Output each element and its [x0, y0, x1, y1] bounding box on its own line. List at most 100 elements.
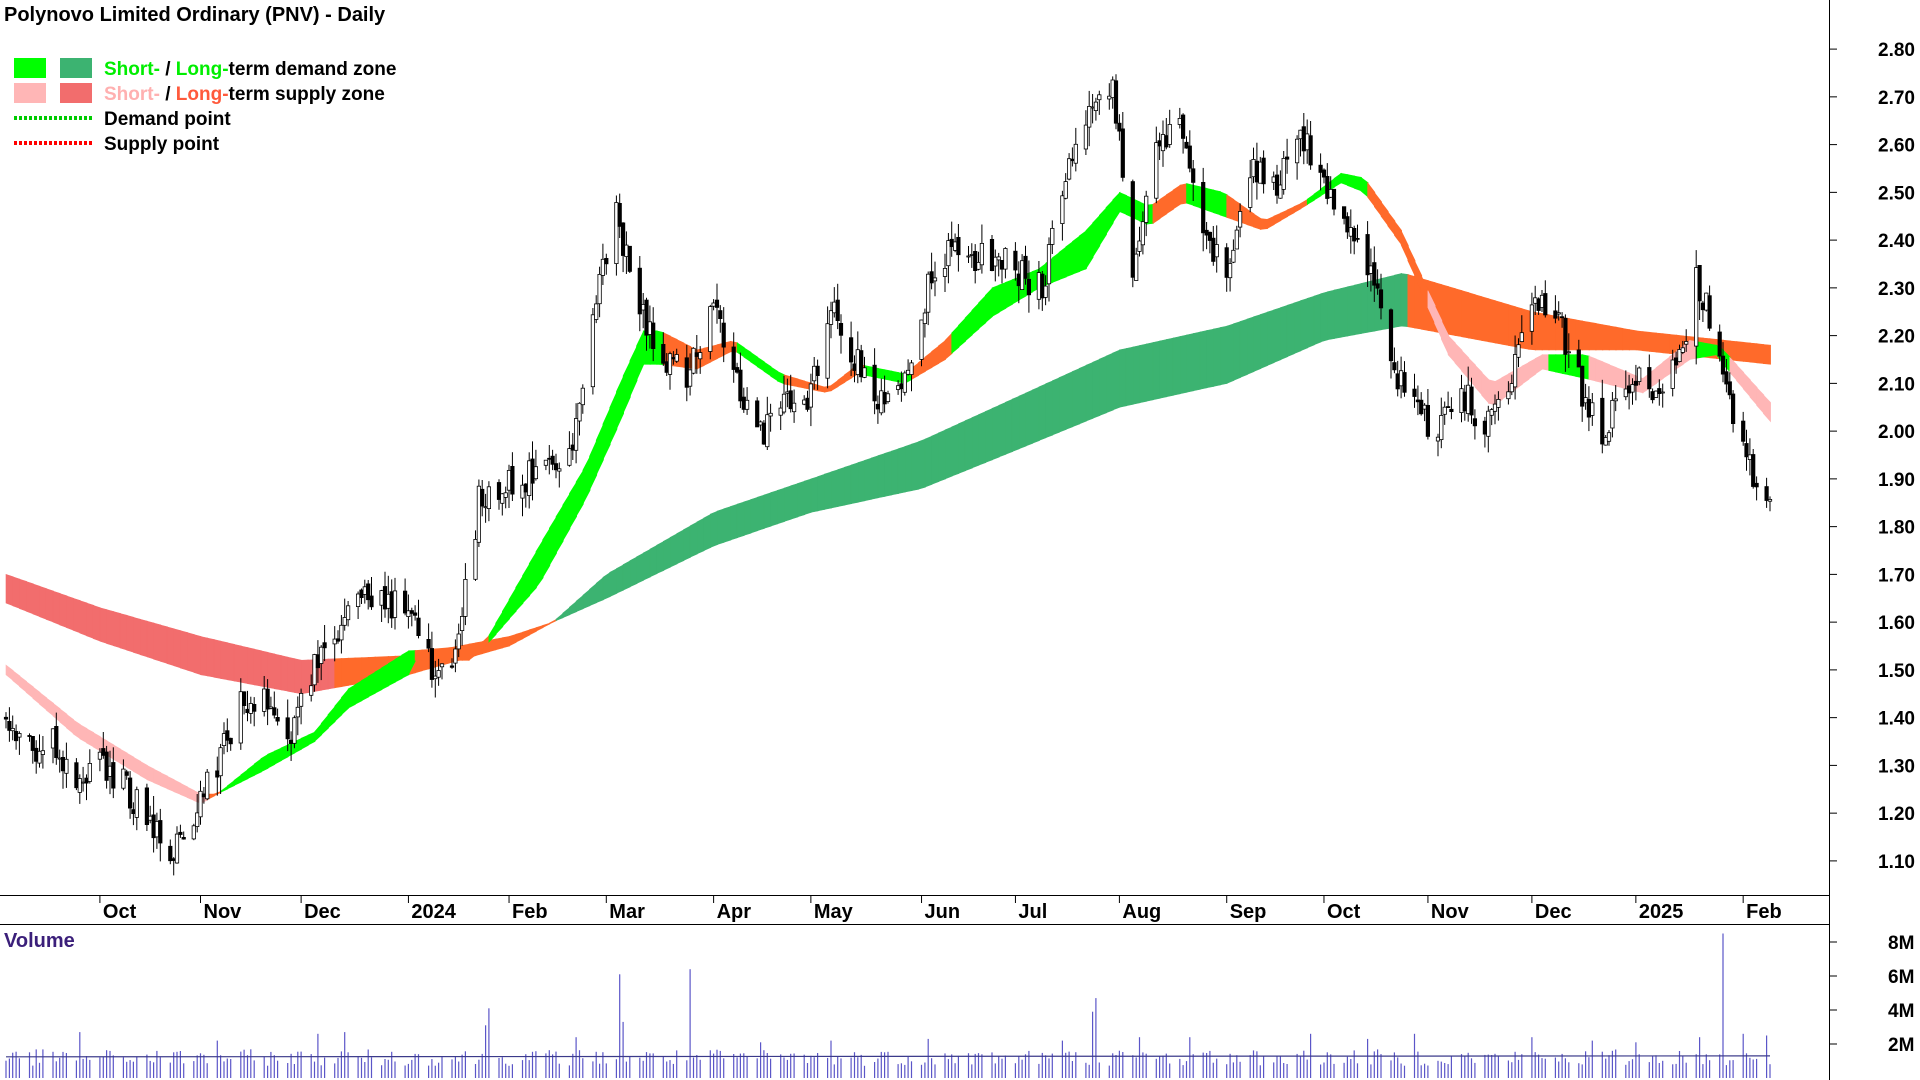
candle-down: [496, 482, 502, 500]
candle-down: [275, 717, 280, 722]
long-term-zone-segment: [1742, 341, 1751, 363]
short-term-zone-segment: [676, 339, 685, 368]
candle-down: [60, 757, 66, 772]
short-term-zone-segment: [59, 708, 68, 729]
long-term-zone-segment: [220, 640, 229, 681]
candle-down: [1469, 386, 1474, 416]
candle-down: [127, 777, 133, 809]
long-term-zone-segment: [1541, 313, 1550, 351]
long-term-zone-segment: [92, 604, 101, 642]
long-term-zone-segment: [1467, 292, 1476, 340]
candle-up: [1234, 229, 1239, 250]
short-term-zone-segment: [549, 515, 557, 567]
long-term-zone-segment: [1038, 383, 1047, 441]
short-term-zone-segment: [39, 691, 48, 711]
long-term-zone-segment: [998, 401, 1007, 458]
long-term-zone-segment: [790, 483, 799, 520]
candle-up: [1020, 260, 1025, 291]
candle-up: [81, 781, 86, 784]
long-term-zone-segment: [146, 620, 155, 660]
candle-up: [781, 393, 787, 413]
long-term-zone-segment: [1320, 291, 1329, 343]
candle-down: [1754, 482, 1759, 488]
candle-down: [1375, 283, 1380, 289]
candle-up: [745, 399, 750, 410]
candle-down: [1318, 164, 1323, 173]
short-term-zone-segment: [274, 747, 282, 765]
candle-down: [322, 642, 327, 649]
long-term-zone-segment: [1447, 286, 1456, 336]
short-term-zone-segment: [153, 768, 162, 787]
candle-up: [221, 733, 227, 746]
candle-down: [178, 831, 183, 835]
candle-down: [1331, 188, 1337, 210]
candle-down: [1446, 406, 1451, 409]
candle-up: [436, 670, 441, 678]
candle-down: [664, 361, 669, 373]
candle-up: [1660, 391, 1665, 394]
short-term-zone-segment: [1058, 246, 1067, 281]
candle-down: [13, 731, 19, 742]
candle-down: [168, 845, 173, 862]
long-term-zone-segment: [1266, 309, 1275, 367]
candle-down: [1261, 157, 1266, 185]
long-term-zone-segment: [750, 496, 759, 534]
short-term-zone-segment: [991, 284, 1000, 318]
candle-down: [1013, 250, 1018, 271]
candle-up: [1613, 398, 1618, 402]
short-term-zone-segment: [435, 647, 443, 661]
candle-down: [1600, 397, 1605, 445]
short-term-zone-segment: [233, 774, 242, 786]
candle-down: [684, 357, 689, 388]
legend-label-part: Short-: [104, 59, 160, 80]
long-term-zone-segment: [1521, 308, 1530, 350]
long-term-zone-segment: [938, 429, 946, 483]
price-tick-label: 2.50: [1878, 183, 1915, 204]
candle-up: [594, 303, 599, 320]
candle-up: [148, 815, 153, 821]
candle-up: [1073, 143, 1078, 164]
long-term-zone-segment: [770, 489, 779, 527]
legend-label: Supply point: [104, 134, 220, 155]
long-term-zone-segment: [542, 622, 551, 629]
short-term-zone-segment: [1333, 172, 1342, 188]
short-term-zone-segment: [1763, 394, 1771, 423]
price-tick-label: 1.80: [1878, 518, 1915, 539]
short-term-zone-segment: [394, 654, 403, 683]
candle-down: [761, 422, 767, 445]
short-term-zone-segment: [1454, 342, 1463, 372]
long-term-zone-segment: [502, 636, 510, 649]
long-term-zone-segment: [213, 639, 222, 679]
candle-up: [1093, 101, 1098, 111]
candle-down: [1184, 141, 1189, 149]
price-tick-label: 1.50: [1878, 661, 1915, 682]
short-term-zone-segment: [1172, 184, 1181, 210]
candle-up: [1435, 436, 1441, 442]
candle-down: [1402, 372, 1407, 393]
long-term-zone-segment: [1199, 330, 1208, 390]
candle-up: [345, 605, 351, 621]
candle-down: [366, 583, 371, 601]
long-term-zone-segment: [1172, 336, 1181, 396]
short-term-zone-segment: [25, 680, 34, 699]
long-term-zone-segment: [663, 536, 671, 571]
short-term-zone-segment: [381, 662, 390, 690]
long-term-zone-segment: [1622, 328, 1630, 351]
candle-up: [624, 244, 629, 258]
long-term-zone-segment: [1152, 340, 1161, 401]
long-term-zone-segment: [689, 521, 698, 558]
long-term-zone-segment: [200, 636, 209, 677]
candle-down: [416, 617, 421, 636]
candle-up: [1539, 294, 1545, 308]
candle-up: [1529, 304, 1534, 332]
candle-down: [1181, 114, 1186, 139]
candle-up: [708, 306, 713, 352]
long-term-zone-segment: [669, 533, 678, 568]
long-term-zone-segment: [294, 658, 302, 695]
short-term-zone-segment: [1280, 209, 1288, 222]
long-term-zone-segment: [193, 634, 202, 676]
candle-up: [896, 385, 901, 390]
short-term-zone-segment: [616, 375, 624, 430]
chart-title: Polynovo Limited Ordinary (PNV) - Daily: [4, 4, 386, 26]
candle-down: [426, 639, 431, 649]
